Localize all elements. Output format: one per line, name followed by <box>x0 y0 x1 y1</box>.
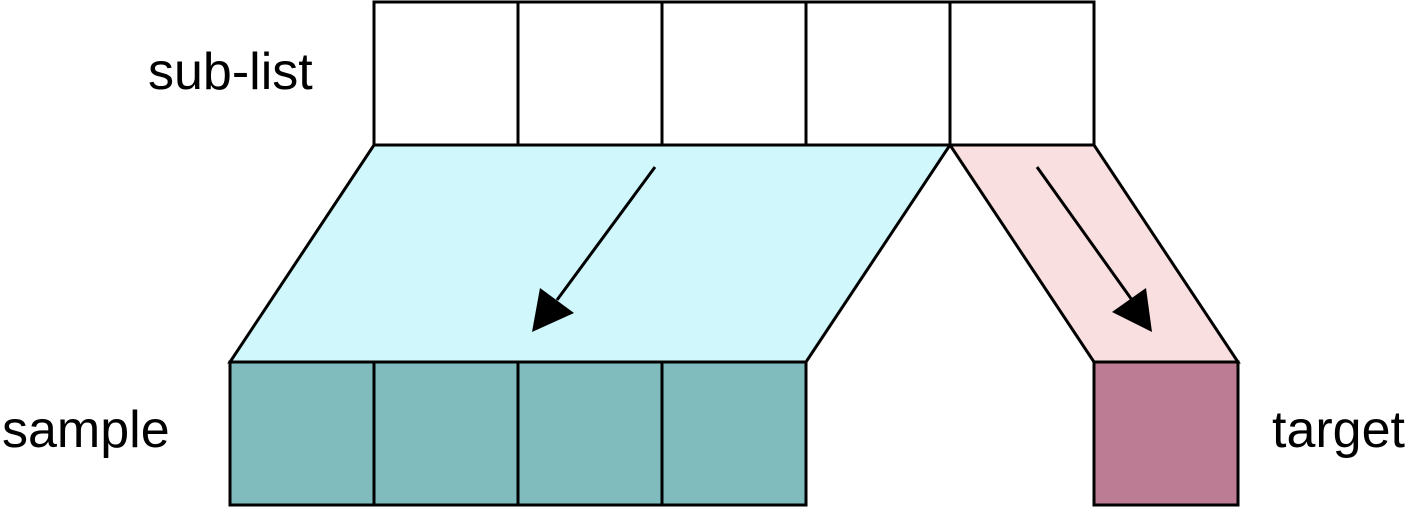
target-label: target <box>1272 401 1406 459</box>
sample-arrow-shaft <box>555 166 657 301</box>
sublist-row <box>372 0 1096 147</box>
target-arrow-shaft <box>1035 166 1134 301</box>
target-cell <box>1092 360 1240 507</box>
sample-arrow-head <box>532 288 574 332</box>
sample-arrow <box>532 166 657 332</box>
target-arrow-head <box>1112 288 1152 332</box>
sample-row <box>228 360 808 507</box>
sample-label: sample <box>2 401 170 459</box>
sublist-cell <box>516 0 664 147</box>
target-projection-band <box>947 143 1241 364</box>
sublist-cell <box>660 0 808 147</box>
sample-cell <box>372 360 520 507</box>
target-arrow <box>1035 166 1152 332</box>
sample-cell <box>228 360 376 507</box>
sublist-label: sub-list <box>148 43 313 101</box>
sublist-cell <box>372 0 520 147</box>
sublist-cell <box>948 0 1096 147</box>
sample-cell <box>660 360 808 507</box>
sublist-cell <box>804 0 952 147</box>
sample-cell <box>516 360 664 507</box>
